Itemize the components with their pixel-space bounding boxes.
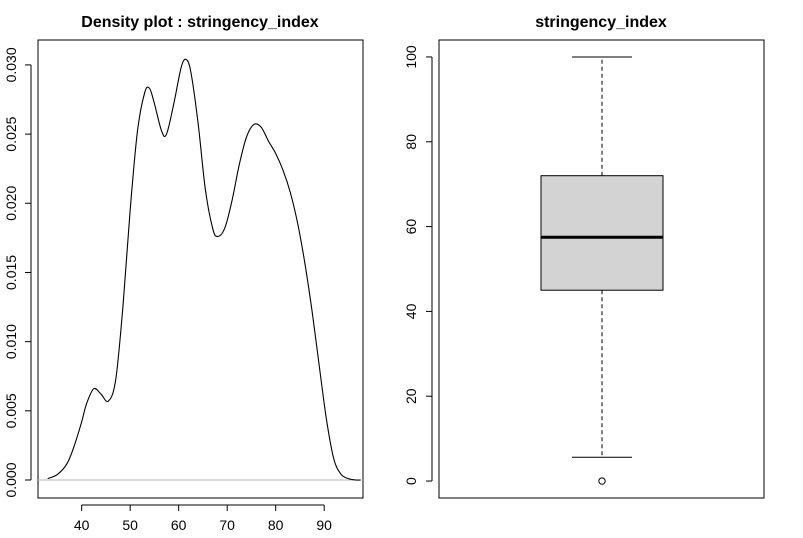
- box-y-axis: 0 20 40 60 80 100: [403, 45, 433, 485]
- box-y-tick-label: 100: [403, 45, 419, 69]
- density-x-axis: 40 50 60 70 80 90: [74, 504, 332, 533]
- density-plot-title: Density plot : stringency_index: [81, 14, 318, 31]
- box-iqr-rect: [540, 175, 664, 291]
- box-y-tick-label: 80: [403, 134, 419, 150]
- density-y-tick-label: 0.005: [3, 393, 19, 428]
- box-y-tick-label: 40: [403, 303, 419, 319]
- box-plot-frame: [438, 39, 765, 499]
- density-y-tick-label: 0.015: [3, 255, 19, 290]
- density-y-axis: 0.000 0.005 0.010 0.015 0.020 0.025 0.030: [3, 47, 32, 498]
- box-plot-marks: [540, 56, 664, 485]
- density-x-tick-label: 90: [316, 517, 332, 533]
- density-y-tick-label: 0.030: [3, 47, 19, 82]
- box-y-tick-label: 0: [403, 477, 419, 485]
- density-y-tick-label: 0.010: [3, 324, 19, 359]
- density-y-tick-label: 0.025: [3, 116, 19, 151]
- density-x-tick-label: 50: [122, 517, 138, 533]
- density-plot-panel: Density plot : stringency_index 0.0000.0…: [3, 14, 364, 533]
- density-y-tick-label: 0.020: [3, 186, 19, 221]
- box-plot-title: stringency_index: [535, 14, 667, 31]
- density-plot-frame: [37, 39, 364, 499]
- density-x-tick-label: 80: [268, 517, 284, 533]
- density-y-tick-label: 0.000: [3, 462, 19, 497]
- density-x-tick-label: 60: [171, 517, 187, 533]
- density-curve: [47, 58, 361, 481]
- density-x-tick-label: 70: [219, 517, 235, 533]
- density-x-tick-label: 40: [74, 517, 90, 533]
- box-y-tick-label: 20: [403, 388, 419, 404]
- box-y-tick-label: 60: [403, 219, 419, 235]
- box-outlier-point: [598, 477, 606, 485]
- box-plot-panel: stringency_index 0 20 40 60 80 100: [403, 14, 765, 499]
